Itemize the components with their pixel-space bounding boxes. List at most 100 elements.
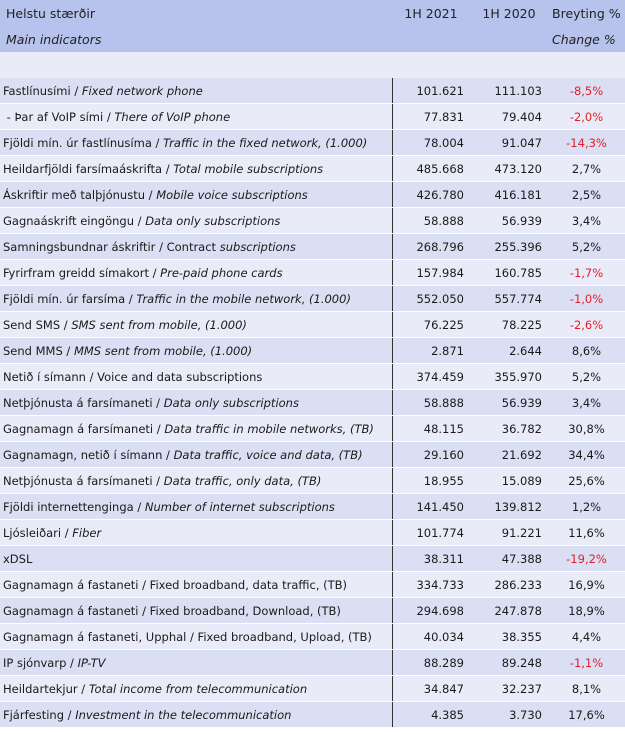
value-2021: 38.311 bbox=[391, 545, 470, 572]
label-icelandic: IP sjónvarp / bbox=[3, 655, 78, 670]
table-row: - Þar af VoIP sími / There of VoIP phone… bbox=[0, 103, 625, 130]
row-label: Gagnamagn á fastaneti, Upphal / Fixed br… bbox=[0, 623, 392, 650]
change-percent: 11,6% bbox=[548, 519, 625, 546]
header-row-english: Main indicators Change % bbox=[0, 26, 625, 52]
label-english: MMS sent from mobile, (1.000) bbox=[73, 343, 253, 358]
label-english: Data traffic in mobile networks, (TB) bbox=[164, 421, 374, 436]
value-2020: 160.785 bbox=[470, 259, 548, 286]
value-2020: 15.089 bbox=[470, 467, 548, 494]
label-icelandic: Ljósleiðari / bbox=[3, 525, 73, 540]
label-english: IP-TV bbox=[77, 655, 106, 670]
row-label: Gagnamagn á farsímaneti / Data traffic i… bbox=[0, 415, 392, 442]
label-english: subscriptions bbox=[219, 239, 296, 254]
table-row: xDSL 38.311 47.388 -19,2% bbox=[0, 545, 625, 572]
value-2020: 286.233 bbox=[470, 571, 548, 598]
change-percent: -8,5% bbox=[548, 78, 625, 104]
label-icelandic: Fjöldi internettenginga / bbox=[3, 499, 145, 514]
label-icelandic: Netþjónusta á farsímaneti / bbox=[3, 473, 164, 488]
label-icelandic: Send MMS / bbox=[3, 343, 74, 358]
label-icelandic: Heildarfjöldi farsímaáskrifta / bbox=[3, 161, 174, 176]
column-header-2020: 1H 2020 bbox=[470, 0, 548, 26]
change-percent: -2,6% bbox=[548, 311, 625, 338]
change-percent: 18,9% bbox=[548, 597, 625, 624]
table-row: Ljósleiðari / Fiber 101.774 91.221 11,6% bbox=[0, 519, 625, 546]
value-2021: 76.225 bbox=[391, 311, 470, 338]
label-english: Fiber bbox=[72, 525, 102, 540]
row-label: xDSL bbox=[0, 545, 392, 572]
row-label: Gagnaáskrift eingöngu / Data only subscr… bbox=[0, 207, 392, 234]
change-percent: 2,7% bbox=[548, 155, 625, 182]
row-label: Fastlínusími / Fixed network phone bbox=[0, 78, 392, 104]
label-english: Total mobile subscriptions bbox=[173, 161, 324, 176]
row-label: Gagnamagn á fastaneti / Fixed broadband,… bbox=[0, 597, 392, 624]
label-english: Pre-paid phone cards bbox=[160, 265, 283, 280]
value-2020: 557.774 bbox=[470, 285, 548, 312]
label-english: Traffic in the fixed network, (1.000) bbox=[163, 135, 368, 150]
row-label: Heildartekjur / Total income from teleco… bbox=[0, 675, 392, 702]
label-icelandic: Gagnamagn á fastaneti, Upphal / Fixed br… bbox=[3, 629, 372, 644]
row-label: Ljósleiðari / Fiber bbox=[0, 519, 392, 546]
value-2021: 2.871 bbox=[391, 337, 470, 364]
label-icelandic: xDSL bbox=[3, 551, 33, 566]
label-icelandic: Gagnaáskrift eingöngu / bbox=[3, 213, 146, 228]
value-2021: 374.459 bbox=[391, 363, 470, 390]
change-percent: 25,6% bbox=[548, 467, 625, 494]
label-icelandic: Send SMS / bbox=[3, 317, 72, 332]
value-2020: 111.103 bbox=[470, 78, 548, 104]
label-icelandic: Fyrirfram greidd símakort / bbox=[3, 265, 161, 280]
column-header-change-english: Change % bbox=[548, 26, 625, 52]
change-percent: 17,6% bbox=[548, 701, 625, 728]
column-header-change: Breyting % bbox=[548, 0, 625, 26]
value-2020: 91.047 bbox=[470, 129, 548, 156]
label-icelandic: Netþjónusta á farsímaneti / bbox=[3, 395, 164, 410]
row-label: Gagnamagn, netið í símann / Data traffic… bbox=[0, 441, 392, 468]
table-row: Fastlínusími / Fixed network phone 101.62… bbox=[0, 78, 625, 104]
change-percent: 3,4% bbox=[548, 389, 625, 416]
label-english: Data only subscriptions bbox=[145, 213, 281, 228]
table-row: Netþjónusta á farsímaneti / Data traffic… bbox=[0, 467, 625, 494]
row-label: Fjöldi mín. úr farsíma / Traffic in the … bbox=[0, 285, 392, 312]
value-2021: 101.621 bbox=[391, 78, 470, 104]
header-row: Helstu stærðir 1H 2021 1H 2020 Breyting … bbox=[0, 0, 625, 26]
table-row: Samningsbundnar áskriftir / Contract sub… bbox=[0, 233, 625, 260]
value-2021: 88.289 bbox=[391, 649, 470, 676]
value-2021: 4.385 bbox=[391, 701, 470, 728]
label-english: Data traffic, only data, (TB) bbox=[163, 473, 322, 488]
change-percent: -2,0% bbox=[548, 103, 625, 130]
table-title-english: Main indicators bbox=[0, 26, 392, 52]
value-2021: 34.847 bbox=[391, 675, 470, 702]
value-2021: 18.955 bbox=[391, 467, 470, 494]
value-2020: 3.730 bbox=[470, 701, 548, 728]
table-row: IP sjónvarp / IP-TV 88.289 89.248 -1,1% bbox=[0, 649, 625, 676]
label-icelandic: Gagnamagn, netið í símann / bbox=[3, 447, 174, 462]
change-percent: 5,2% bbox=[548, 363, 625, 390]
table-row: Fjárfesting / Investment in the telecomm… bbox=[0, 701, 625, 728]
value-2020: 78.225 bbox=[470, 311, 548, 338]
change-percent: 16,9% bbox=[548, 571, 625, 598]
change-percent: 30,8% bbox=[548, 415, 625, 442]
value-2020: 247.878 bbox=[470, 597, 548, 624]
label-icelandic: Fjárfesting / bbox=[3, 707, 76, 722]
value-2020: 2.644 bbox=[470, 337, 548, 364]
label-icelandic: Heildartekjur / bbox=[3, 681, 89, 696]
value-2021: 77.831 bbox=[391, 103, 470, 130]
value-2021: 268.796 bbox=[391, 233, 470, 260]
change-percent: 1,2% bbox=[548, 493, 625, 520]
value-2020: 47.388 bbox=[470, 545, 548, 572]
table-row: Heildarfjöldi farsímaáskrifta / Total mo… bbox=[0, 155, 625, 182]
value-2020: 56.939 bbox=[470, 389, 548, 416]
value-2021: 157.984 bbox=[391, 259, 470, 286]
row-label: Samningsbundnar áskriftir / Contract sub… bbox=[0, 233, 392, 260]
label-english: Total income from telecommunication bbox=[88, 681, 308, 696]
table-row: Gagnamagn á fastaneti, Upphal / Fixed br… bbox=[0, 623, 625, 650]
label-english: Data only subscriptions bbox=[163, 395, 299, 410]
change-percent: -1,1% bbox=[548, 649, 625, 676]
table-row: Fjöldi mín. úr fastlínusíma / Traffic in… bbox=[0, 129, 625, 156]
row-label: Fyrirfram greidd símakort / Pre-paid pho… bbox=[0, 259, 392, 286]
value-2021: 48.115 bbox=[391, 415, 470, 442]
table-title: Helstu stærðir bbox=[0, 0, 392, 26]
label-english: There of VoIP phone bbox=[114, 109, 231, 124]
value-2021: 141.450 bbox=[391, 493, 470, 520]
table-row: Heildartekjur / Total income from teleco… bbox=[0, 675, 625, 702]
